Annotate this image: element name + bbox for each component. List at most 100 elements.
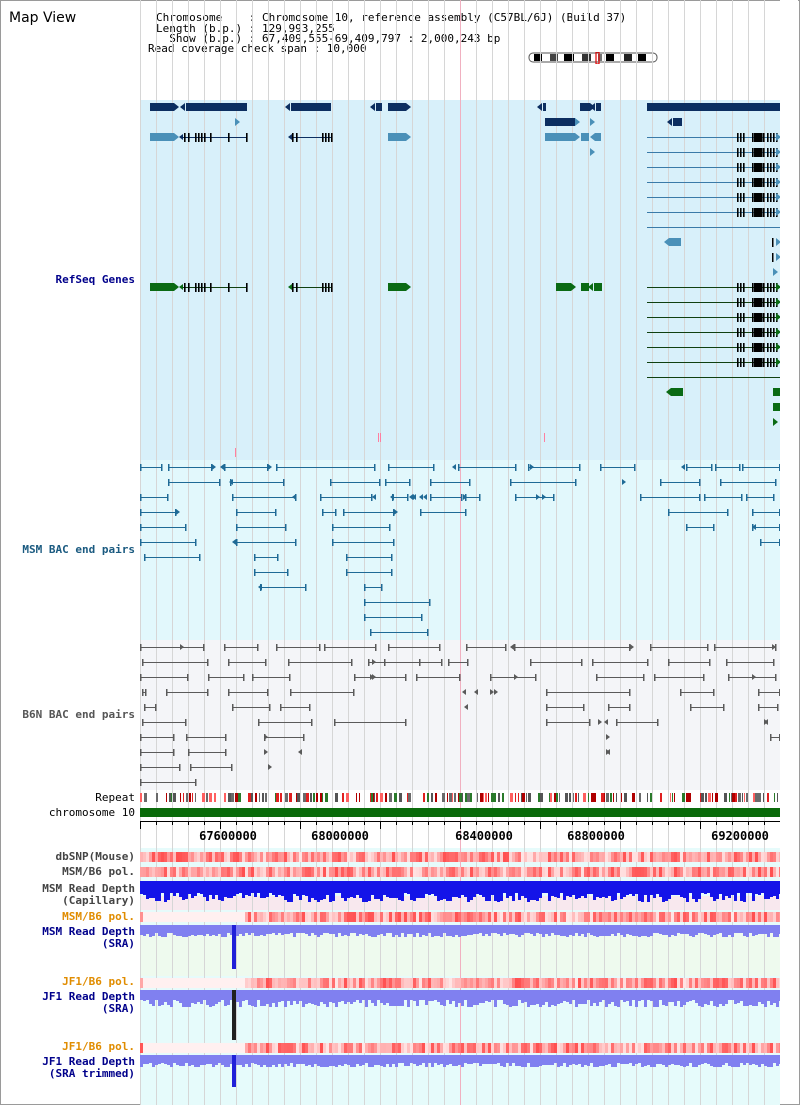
bac-end-mark [346,569,348,576]
gene-exon [754,148,762,157]
dbsnp-heat-cell [422,852,425,862]
msm-sra-depth-bar [302,925,305,933]
msm-b6-pol-sra-heat-cell [566,912,569,922]
msm-capillary-depth-bar [356,881,359,895]
gene-strand-arrow [582,283,587,291]
jf1-b6-pol-trim-heat-cell [200,1043,203,1053]
bac-end-mark [295,539,297,546]
dbsnp-heat-cell [524,852,527,862]
bac-end-mark [758,704,760,711]
jf1-trim-depth-bar [524,1055,527,1067]
msm-capillary-depth-bar [698,881,701,899]
jf1-b6-pol-heat-cell [359,978,362,988]
msm-b6-pol-sra-heat-cell [683,912,686,922]
gene-exon [246,133,248,142]
track-label-msm-read-sra[interactable]: MSM Read Depth (SRA) [42,925,135,950]
jf1-b6-pol-heat-cell [713,978,716,988]
track-label-msm-bac[interactable]: MSM BAC end pairs [22,543,135,556]
msm-sra-depth-bar [500,925,503,936]
bac-end-mark [760,539,762,546]
msm-b6-pol-heat-cell [569,867,572,877]
jf1-trim-depth-bar [614,1055,617,1067]
jf1-b6-pol-trim-heat-cell [545,1043,548,1053]
msm-b6-pol-heat-cell [659,867,662,877]
jf1-b6-pol-trim-heat-cell [443,1043,446,1053]
bac-end-mark [583,704,585,711]
track-label-dbsnp[interactable]: dbSNP(Mouse) [55,850,135,863]
msm-b6-pol-sra-heat-cell [344,912,347,922]
dbsnp-heat-cell [407,852,410,862]
jf1-b6-pol-trim-heat-cell [377,1043,380,1053]
msm-b6-pol-heat-cell [374,867,377,877]
track-label-jf1-read-trimmed[interactable]: JF1 Read Depth (SRA trimmed) [42,1055,135,1080]
jf1-b6-pol-trim-heat-cell [161,1043,164,1053]
bac-end-mark [371,494,373,501]
bac-end-mark [285,524,287,531]
msm-b6-pol-heat-cell [215,867,218,877]
dbsnp-heat-cell [632,852,635,862]
jf1-b6-pol-heat-cell [614,978,617,988]
msm-b6-pol-heat-cell [389,867,392,877]
track-label-refseq-genes[interactable]: RefSeq Genes [55,273,135,286]
msm-sra-depth-bar [320,925,323,935]
jf1-trim-depth-bar [212,1055,215,1067]
dbsnp-heat-cell [629,852,632,862]
jf1-b6-pol-trim-heat-cell [149,1043,152,1053]
msm-sra-depth-bar [335,925,338,937]
jf1-sra-depth-bar [290,990,293,1005]
gene-exon [752,328,754,337]
bac-end-mark [142,689,144,696]
msm-sra-depth-bar [272,925,275,933]
gene-exon [328,133,330,142]
track-label-b6n-bac[interactable]: B6N BAC end pairs [22,708,135,721]
dbsnp-heat-cell [626,852,629,862]
jf1-trim-depth-bar [467,1055,470,1064]
jf1-b6-pol-trim-heat-cell [506,1043,509,1053]
jf1-trim-depth-bar [719,1055,722,1067]
jf1-trim-depth-bar [680,1055,683,1066]
jf1-b6-pol-heat-cell [203,978,206,988]
msm-b6-pol-heat-cell [398,867,401,877]
gene-exon [754,208,762,217]
repeat-element [735,793,737,802]
repeat-element [371,793,373,802]
track-label-msm-b6-pol-2[interactable]: MSM/B6 pol. [62,910,135,923]
track-label-jf1-b6-pol[interactable]: JF1/B6 pol. [62,975,135,988]
track-label-jf1-read-sra[interactable]: JF1 Read Depth (SRA) [42,990,135,1015]
jf1-trim-depth-bar [176,1055,179,1065]
track-label-jf1-b6-pol-2[interactable]: JF1/B6 pol. [62,1040,135,1053]
jf1-b6-pol-trim-heat-cell [683,1043,686,1053]
jf1-b6-pol-heat-cell [296,978,299,988]
repeat-element [515,793,516,802]
chromosome-ideogram[interactable] [528,52,660,64]
repeat-element [591,793,593,802]
repeat-element [588,793,589,802]
jf1-b6-pol-trim-heat-cell [374,1043,377,1053]
jf1-sra-depth-bar [326,990,329,1007]
jf1-b6-pol-trim-heat-cell [557,1043,560,1053]
bac-end-mark [224,644,226,651]
msm-b6-pol-sra-heat-cell [488,912,491,922]
msm-sra-depth-bar [518,925,521,937]
bac-end-mark [288,659,290,666]
msm-capillary-depth-bar [683,881,686,898]
msm-sra-depth-bar [371,925,374,937]
bac-end-mark [388,644,390,651]
b6n-bac-arrow [510,644,514,650]
jf1-b6-pol-heat-cell [635,978,638,988]
genome-track-canvas[interactable]: 67600000 68000000 68400000 68800000 69200000 [140,0,780,1105]
jf1-trim-depth-bar [611,1055,614,1067]
dbsnp-heat-cell [605,852,608,862]
jf1-b6-pol-heat-cell [503,978,506,988]
track-label-msm-read-capillary[interactable]: MSM Read Depth (Capillary) [42,882,135,907]
jf1-sra-depth-bar [284,990,287,1007]
jf1-trim-depth-bar [542,1055,545,1065]
msm-capillary-depth-bar [554,881,557,897]
jf1-trim-depth-bar [431,1055,434,1067]
jf1-b6-pol-trim-heat-cell [560,1043,563,1053]
msm-b6-pol-heat-cell [383,867,386,877]
jf1-sra-depth-bar [509,990,512,1007]
gene-exon [773,133,775,142]
track-label-msm-b6-pol[interactable]: MSM/B6 pol. [62,865,135,878]
jf1-b6-pol-heat-cell [377,978,380,988]
